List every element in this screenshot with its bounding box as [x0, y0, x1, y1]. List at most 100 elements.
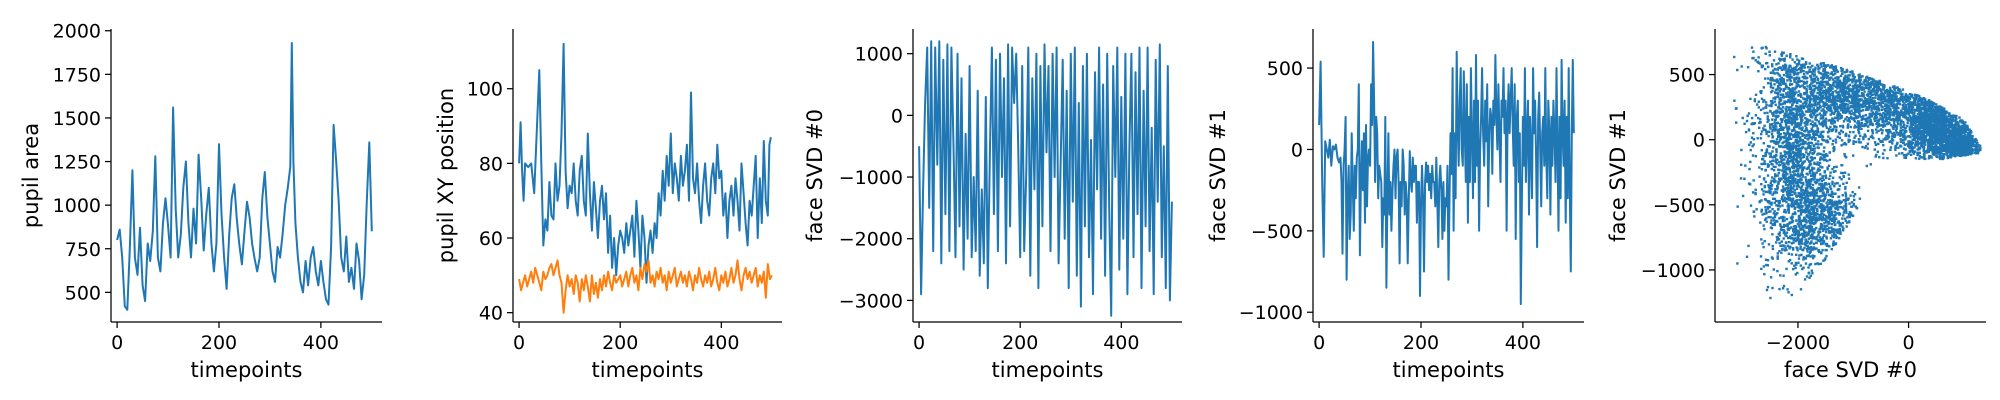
- scatter-point: [1809, 255, 1812, 258]
- scatter-point: [1758, 121, 1762, 124]
- scatter-point: [1799, 245, 1802, 248]
- scatter-point: [1783, 112, 1787, 116]
- scatter-point: [1754, 114, 1758, 117]
- scatter-point: [1813, 255, 1816, 258]
- scatter-point: [1814, 94, 1817, 98]
- scatter-point: [1817, 169, 1820, 172]
- scatter-point: [1803, 201, 1806, 204]
- scatter-point: [1787, 141, 1791, 145]
- scatter-point: [1815, 130, 1819, 134]
- scatter-point: [1743, 122, 1746, 125]
- scatter-point: [1808, 68, 1811, 72]
- series-line-1: [918, 40, 1173, 317]
- scatter-point: [1764, 258, 1768, 261]
- scatter-point: [1805, 70, 1808, 74]
- scatter-point: [1795, 263, 1798, 266]
- scatter-point: [1804, 210, 1807, 213]
- scatter-point: [1802, 266, 1805, 269]
- scatter-point: [1773, 197, 1777, 201]
- scatter-point: [1796, 222, 1800, 225]
- scatter-point: [1779, 79, 1783, 82]
- scatter-point: [1771, 136, 1774, 139]
- scatter-point: [1812, 242, 1816, 245]
- scatter-point: [1793, 231, 1796, 234]
- scatter-point: [1813, 201, 1816, 204]
- scatter-point: [1763, 111, 1766, 115]
- scatter-point: [1810, 142, 1814, 145]
- scatter-point: [1814, 193, 1817, 196]
- scatter-point: [1780, 178, 1783, 181]
- scatter-point: [1800, 115, 1804, 119]
- scatter-point: [1821, 194, 1824, 197]
- scatter-point: [1759, 221, 1762, 224]
- scatter-point: [1790, 76, 1793, 79]
- scatter-point: [1816, 113, 1819, 117]
- scatter-point: [1762, 162, 1765, 166]
- scatter-point: [1745, 119, 1749, 123]
- scatter-point: [1784, 170, 1787, 173]
- scatter-point: [1880, 105, 1883, 108]
- scatter-point: [1837, 114, 1840, 117]
- scatter-point: [1755, 208, 1758, 211]
- scatter-point: [1775, 199, 1778, 203]
- scatter-point: [1874, 92, 1877, 95]
- scatter-point: [1815, 171, 1818, 174]
- scatter-point: [1759, 108, 1763, 112]
- scatter-point: [1794, 144, 1797, 147]
- y-tick-label: 1000: [855, 44, 903, 66]
- scatter-point: [1866, 125, 1870, 128]
- scatter-point: [1801, 57, 1805, 61]
- scatter-point: [1935, 150, 1938, 153]
- scatter-point: [1923, 101, 1927, 105]
- scatter-point: [1880, 99, 1883, 102]
- scatter-point: [1789, 179, 1792, 183]
- scatter-point: [1834, 80, 1838, 83]
- scatter-point: [1791, 205, 1794, 208]
- scatter-point: [1833, 121, 1836, 124]
- scatter-point: [1744, 164, 1747, 167]
- scatter-point: [1840, 171, 1843, 175]
- scatter-point: [1776, 115, 1779, 118]
- scatter-point: [1803, 278, 1807, 281]
- scatter-point: [1795, 219, 1798, 222]
- scatter-point: [1775, 128, 1778, 131]
- y-axis-label: face SVD #0: [803, 109, 827, 242]
- scatter-point: [1843, 90, 1847, 94]
- scatter-point: [1799, 150, 1802, 153]
- scatter-point: [1909, 125, 1912, 128]
- scatter-point: [1783, 65, 1786, 68]
- scatter-point: [1771, 128, 1775, 131]
- scatter-point: [1819, 238, 1822, 241]
- scatter-point: [1796, 135, 1799, 139]
- scatter-point: [1798, 94, 1801, 97]
- scatter-point: [1784, 134, 1787, 137]
- scatter-point: [1841, 107, 1845, 111]
- scatter-point: [1785, 85, 1788, 88]
- scatter-point: [1828, 182, 1831, 185]
- scatter-point: [1791, 151, 1794, 154]
- scatter-point: [1893, 95, 1896, 98]
- scatter-point: [1789, 152, 1792, 155]
- scatter-point: [1790, 96, 1793, 99]
- scatter-point: [1839, 100, 1842, 104]
- scatter-point: [1847, 177, 1851, 180]
- scatter-point: [1876, 81, 1879, 85]
- scatter-point: [1790, 203, 1793, 206]
- scatter-point: [1838, 237, 1841, 240]
- scatter-point: [1793, 153, 1796, 156]
- scatter-point: [1804, 191, 1807, 195]
- scatter-point: [1792, 111, 1795, 115]
- scatter-point: [1779, 224, 1782, 227]
- scatter-point: [1800, 63, 1803, 67]
- scatter-point: [1837, 105, 1840, 108]
- scatter-point: [1900, 113, 1903, 116]
- scatter-point: [1840, 164, 1844, 167]
- scatter-point: [1809, 262, 1813, 266]
- scatter-point: [1806, 66, 1810, 69]
- scatter-point: [1894, 148, 1897, 151]
- scatter-point: [1775, 138, 1779, 141]
- scatter-point: [1800, 189, 1803, 192]
- scatter-point: [1797, 204, 1801, 207]
- scatter-point: [1899, 119, 1902, 122]
